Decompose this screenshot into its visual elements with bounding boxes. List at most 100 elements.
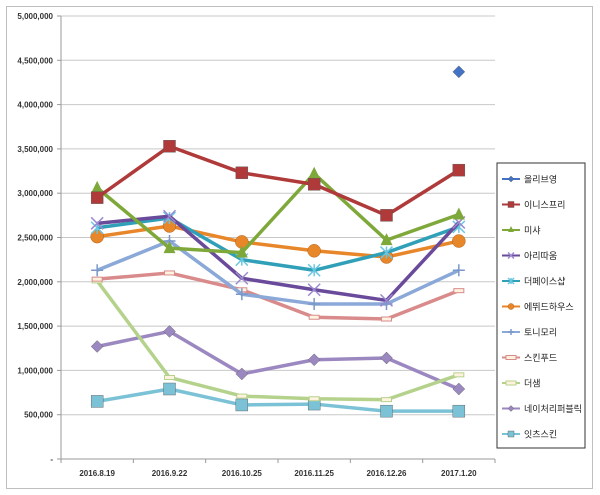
data-point bbox=[452, 163, 466, 177]
data-point bbox=[307, 283, 321, 297]
y-tick-label: - bbox=[50, 455, 53, 464]
legend-marker bbox=[508, 226, 514, 232]
legend-label: 네이처리퍼블릭 bbox=[524, 403, 582, 415]
data-point bbox=[380, 233, 393, 246]
data-point bbox=[162, 209, 177, 223]
data-point bbox=[91, 276, 103, 282]
data-point bbox=[236, 393, 248, 399]
series-line bbox=[96, 387, 459, 413]
y-tick-label: 2,000,000 bbox=[17, 278, 53, 287]
y-tick-label: 4,000,000 bbox=[17, 101, 53, 110]
data-point bbox=[308, 396, 320, 402]
data-point bbox=[164, 270, 175, 276]
data-point bbox=[452, 404, 466, 418]
legend-label: 더페이스샵 bbox=[524, 277, 565, 288]
data-point bbox=[90, 395, 104, 408]
data-point bbox=[91, 264, 104, 277]
series-line bbox=[96, 239, 460, 306]
series-line bbox=[96, 144, 460, 218]
y-tick-label: 2,500,000 bbox=[17, 234, 53, 243]
data-point bbox=[163, 140, 176, 153]
data-point bbox=[163, 382, 176, 396]
data-point bbox=[307, 353, 321, 367]
legend-item: 이니스프리 bbox=[502, 200, 565, 211]
data-point bbox=[90, 191, 104, 204]
data-point bbox=[453, 288, 465, 294]
data-point bbox=[308, 314, 320, 320]
data-point bbox=[163, 325, 176, 338]
x-tick-label: 2016.12.26 bbox=[366, 469, 407, 478]
series-5 bbox=[90, 219, 466, 264]
legend-marker bbox=[507, 277, 515, 285]
y-tick-label: 3,000,000 bbox=[17, 189, 53, 198]
legend-marker bbox=[507, 405, 515, 412]
series-line bbox=[97, 271, 460, 321]
legend-marker bbox=[508, 329, 514, 335]
x-tick-label: 2016.11.25 bbox=[294, 469, 334, 478]
series-line bbox=[96, 224, 460, 259]
legend-marker bbox=[505, 380, 517, 386]
y-tick-label: 5,000,000 bbox=[17, 12, 53, 21]
legend-item: 더페이스샵 bbox=[502, 277, 565, 288]
data-point bbox=[90, 216, 104, 230]
legend-marker bbox=[505, 355, 517, 360]
data-point bbox=[308, 166, 321, 179]
legend-item: 토니모리 bbox=[502, 328, 557, 339]
series-3 bbox=[90, 209, 466, 307]
series-10 bbox=[90, 382, 466, 418]
series-0 bbox=[452, 65, 466, 79]
series-line bbox=[96, 329, 460, 391]
data-point bbox=[452, 234, 466, 248]
data-point bbox=[453, 372, 465, 378]
legend-marker bbox=[507, 251, 515, 260]
legend: 올리브영이니스프리미샤아리따움더페이스샵에뛰드하우스토니모리스킨푸드더샘네이처리… bbox=[496, 162, 586, 449]
y-tick-label: 3,500,000 bbox=[17, 145, 53, 154]
legend-label: 에뛰드하우스 bbox=[524, 302, 574, 313]
data-point bbox=[235, 367, 249, 381]
legend-item: 더샘 bbox=[502, 379, 541, 390]
series-line bbox=[96, 214, 461, 303]
data-point bbox=[452, 65, 466, 79]
legend-item: 올리브영 bbox=[502, 175, 557, 186]
series-2 bbox=[91, 166, 465, 258]
x-tick-label: 2016.10.25 bbox=[222, 469, 263, 478]
legend-marker bbox=[507, 430, 515, 438]
legend-label: 이니스프리 bbox=[524, 200, 565, 211]
series-4 bbox=[90, 211, 466, 277]
y-tick-label: 500,000 bbox=[24, 411, 53, 420]
data-point bbox=[379, 246, 394, 260]
y-axis-ticks: - 500,000 1,000,000 1,500,000 2,000,000 2,500… bbox=[17, 12, 62, 464]
data-point bbox=[235, 288, 248, 301]
legend-label: 올리브영 bbox=[524, 175, 557, 186]
legend-label: 아리따움 bbox=[524, 251, 557, 262]
legend-item: 스킨푸드 bbox=[502, 353, 557, 364]
data-point bbox=[381, 316, 392, 322]
legend-item: 미샤 bbox=[502, 226, 541, 237]
series-layer bbox=[90, 65, 466, 418]
series-line bbox=[96, 171, 460, 255]
y-tick-label: 4,500,000 bbox=[17, 56, 53, 65]
x-tick-label: 2016.8.19 bbox=[79, 469, 115, 478]
series-line bbox=[96, 216, 460, 273]
series-9 bbox=[90, 325, 466, 396]
legend-item: 네이처리퍼블릭 bbox=[502, 403, 582, 415]
legend-item: 잇츠스킨 bbox=[502, 429, 557, 441]
data-point bbox=[235, 271, 249, 285]
legend-marker bbox=[507, 201, 515, 208]
legend-label: 잇츠스킨 bbox=[524, 429, 557, 441]
data-point bbox=[235, 245, 248, 258]
x-tick-label: 2017.1.20 bbox=[441, 469, 477, 478]
legend-label: 미샤 bbox=[524, 226, 541, 237]
data-point bbox=[452, 382, 466, 396]
data-point bbox=[452, 207, 465, 220]
series-6 bbox=[91, 235, 465, 310]
x-axis-ticks: 2016.8.19 2016.9.22 2016.10.25 2016.11.25 20… bbox=[60, 459, 496, 478]
legend-marker bbox=[507, 175, 515, 183]
data-point bbox=[307, 244, 321, 258]
legend-label: 토니모리 bbox=[524, 328, 557, 339]
data-point bbox=[235, 166, 249, 180]
data-point bbox=[91, 180, 104, 193]
data-point bbox=[379, 293, 394, 307]
data-point bbox=[452, 264, 465, 277]
